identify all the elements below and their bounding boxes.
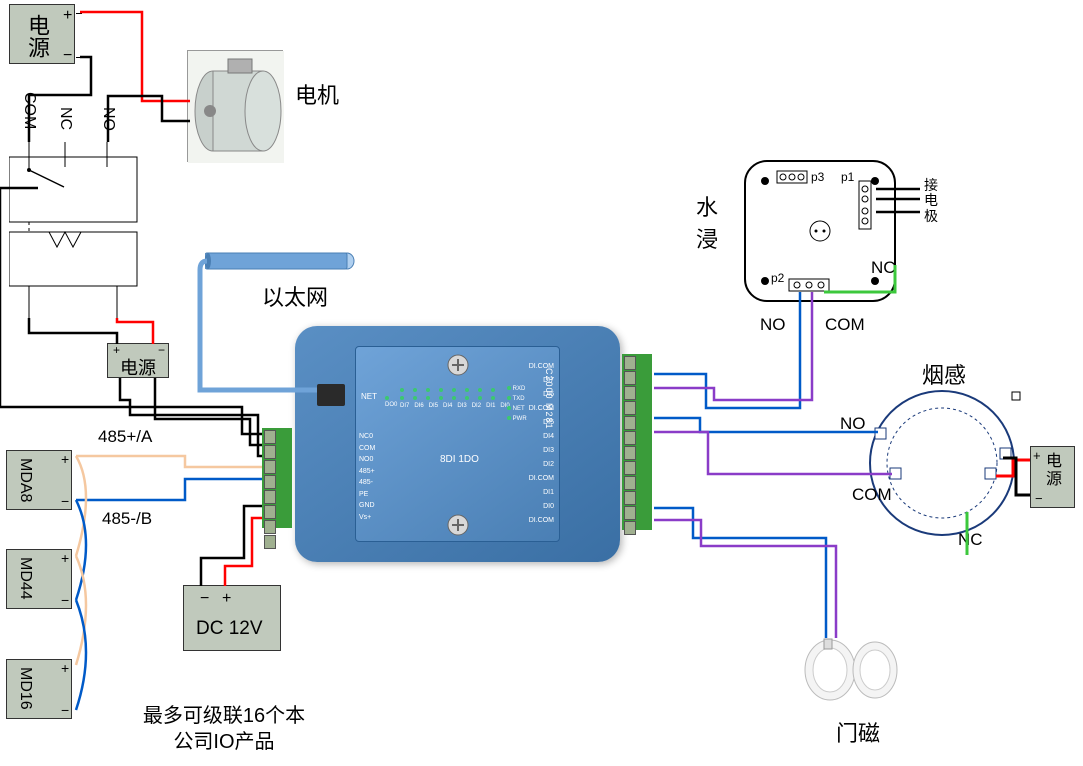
lt-3: 485+ [359,466,375,478]
rt-4: DI5 [529,416,554,430]
io-device: C2000 M281 8DI 1DO NET NC0 COM NO0 485+ … [295,326,620,562]
psu-top: + 电源 − [9,4,75,64]
rt-9: DI1 [529,486,554,500]
rt-3: DI.COM [529,402,554,416]
left-terminal-block [262,428,292,528]
flood-no: NO [760,315,786,335]
lt-7: Vs+ [359,512,375,524]
io-module-1: + MDA8 − [6,450,72,510]
relay-block: COM NC NO [9,92,139,318]
io-module-2: + MD44 − [6,549,72,609]
rt-8: DI.COM [529,472,554,486]
rt-11: DI.COM [529,514,554,528]
device-function: 8DI 1DO [440,454,479,465]
lt-0: NC0 [359,431,375,443]
rt-10: DI0 [529,500,554,514]
lt-4: 485- [359,477,375,489]
ethernet-cable-icon [205,252,355,275]
relay-com: COM [20,92,38,129]
flood-label: 水浸 [696,190,720,254]
door-label: 门磁 [836,716,880,748]
dc12v-block: − + DC 12V [183,585,281,651]
psu-right: + 电源 − [1030,446,1075,508]
rt-6: DI3 [529,444,554,458]
psu-small: + − 电源 [107,343,169,378]
ethernet-label: 以太网 [262,280,328,312]
rs485a-label: 485+/A [98,427,152,447]
smoke-com: COM [852,485,892,505]
motor-icon [187,50,283,162]
io-module-2-label: MD44 [16,557,34,600]
smoke-no: NO [840,414,866,434]
smoke-nc: NC [958,530,983,550]
motor-label: 电机 [295,78,339,110]
psu-small-label: 电源 [120,354,156,380]
relay-no: NO [99,107,117,131]
flood-p3: p3 [811,170,824,184]
flood-p1: p1 [841,170,854,184]
flood-sensor: p3 p1 p2 [741,157,899,305]
rt-0: DI.COM [529,360,554,374]
io-module-3-label: MD16 [16,667,34,710]
rt-2: DI6 [529,388,554,402]
psu-top-label: 电源 [21,14,53,58]
door-sensor [800,635,900,705]
rt-1: DI7 [529,374,554,388]
lt-2: NO0 [359,454,375,466]
lt-1: COM [359,443,375,455]
electrode-label: 接电极 [924,178,940,224]
device-net-label: NET [361,392,377,401]
relay-nc: NC [56,107,74,130]
rt-5: DI4 [529,430,554,444]
dc12v-label: DC 12V [196,618,263,640]
right-terminal-block [622,354,652,530]
lt-6: GND [359,500,375,512]
smoke-label: 烟感 [922,358,966,390]
io-module-3: + MD16 − [6,659,72,719]
smoke-sensor [857,388,1027,538]
io-module-1-label: MDA8 [16,458,34,502]
flood-com: COM [825,315,865,335]
flood-nc: NC [871,258,896,278]
cascade-note: 最多可级联16个本公司IO产品 [119,703,329,755]
flood-p2: p2 [771,271,784,285]
lt-5: PE [359,489,375,501]
rt-7: DI2 [529,458,554,472]
rs485b-label: 485-/B [102,509,152,529]
